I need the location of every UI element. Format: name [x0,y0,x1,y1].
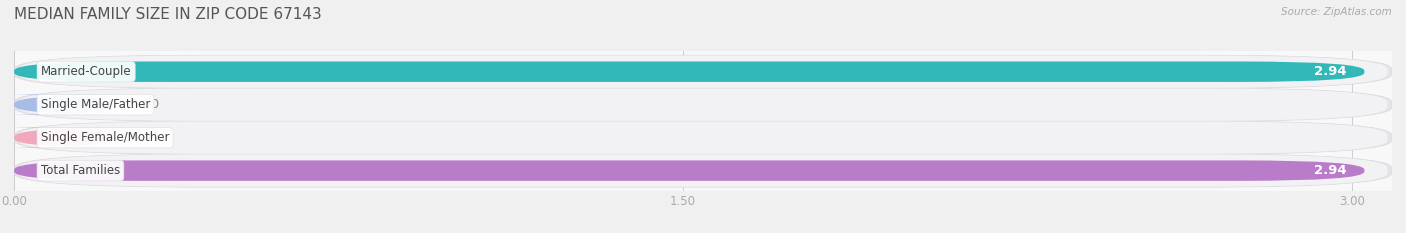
Text: 2.94: 2.94 [1315,164,1347,177]
FancyBboxPatch shape [14,160,1364,181]
FancyBboxPatch shape [14,88,1392,121]
FancyBboxPatch shape [14,121,1392,154]
Text: Source: ZipAtlas.com: Source: ZipAtlas.com [1281,7,1392,17]
FancyBboxPatch shape [18,154,1388,187]
Text: Total Families: Total Families [41,164,120,177]
Text: MEDIAN FAMILY SIZE IN ZIP CODE 67143: MEDIAN FAMILY SIZE IN ZIP CODE 67143 [14,7,322,22]
Text: Single Female/Mother: Single Female/Mother [41,131,169,144]
FancyBboxPatch shape [14,55,1392,88]
Text: Single Male/Father: Single Male/Father [41,98,150,111]
FancyBboxPatch shape [18,121,1388,154]
FancyBboxPatch shape [0,94,138,115]
FancyBboxPatch shape [14,154,1392,187]
FancyBboxPatch shape [0,127,138,148]
Text: Married-Couple: Married-Couple [41,65,131,78]
FancyBboxPatch shape [14,62,1364,82]
FancyBboxPatch shape [18,55,1388,88]
Text: 0.00: 0.00 [129,131,159,144]
FancyBboxPatch shape [18,89,1388,121]
Text: 2.94: 2.94 [1315,65,1347,78]
Text: 0.00: 0.00 [129,98,159,111]
